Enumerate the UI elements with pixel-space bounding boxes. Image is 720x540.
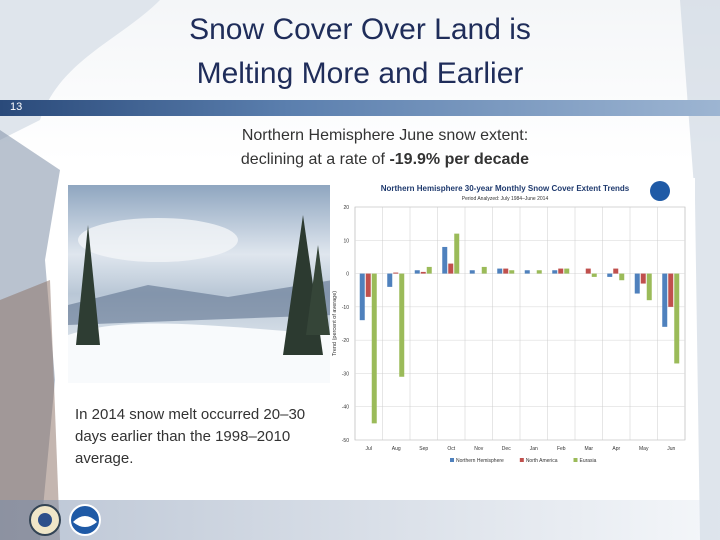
bar xyxy=(481,266,487,274)
bar xyxy=(524,270,530,274)
subtitle-emphasis: -19.9% per decade xyxy=(389,151,530,168)
bar xyxy=(359,273,365,321)
bar xyxy=(640,273,646,284)
subtitle: Northern Hemisphere June snow extent: de… xyxy=(160,124,610,172)
slide-number: 13 xyxy=(10,101,23,113)
x-tick-label: Sep xyxy=(419,446,428,452)
bar xyxy=(371,273,377,424)
bar xyxy=(387,273,393,287)
y-tick-label: -20 xyxy=(342,338,349,344)
legend-label: Northern Hemisphere xyxy=(456,458,504,464)
bar xyxy=(591,273,597,277)
bar xyxy=(393,272,399,274)
bar xyxy=(585,268,591,274)
x-tick-label: Oct xyxy=(447,446,455,452)
y-tick-label: -50 xyxy=(342,438,349,444)
bar xyxy=(646,273,652,301)
x-tick-label: Jun xyxy=(667,446,675,452)
x-tick-label: Feb xyxy=(557,446,566,452)
bar xyxy=(536,270,542,274)
bar xyxy=(662,273,668,327)
x-tick-label: Jul xyxy=(366,446,372,452)
subtitle-line: Northern Hemisphere June snow extent: xyxy=(241,127,529,144)
bar xyxy=(448,263,454,274)
x-tick-label: Dec xyxy=(502,446,511,452)
y-tick-label: -40 xyxy=(342,405,349,411)
snow-photo xyxy=(68,185,333,383)
legend-label: Eurasia xyxy=(580,458,597,464)
chart: Northern Hemisphere 30-year Monthly Snow… xyxy=(330,178,695,478)
noaa-logo xyxy=(650,181,670,201)
y-tick-label: -10 xyxy=(342,305,349,311)
header-band xyxy=(0,100,720,116)
bar xyxy=(607,273,613,277)
legend-swatch xyxy=(519,458,524,462)
bar xyxy=(503,268,509,274)
legend-label: North America xyxy=(526,458,558,464)
chart-subtitle: Period Analyzed: July 1984–June 2014 xyxy=(462,196,549,202)
x-tick-label: Jan xyxy=(530,446,538,452)
bar xyxy=(365,273,371,297)
bar xyxy=(564,268,570,274)
bar xyxy=(558,268,564,274)
chart-title: Northern Hemisphere 30-year Monthly Snow… xyxy=(381,184,630,193)
bar xyxy=(469,270,475,274)
footer xyxy=(0,500,720,540)
x-tick-label: May xyxy=(639,446,649,452)
y-tick-label: 0 xyxy=(346,272,349,278)
bar xyxy=(420,271,426,274)
bar xyxy=(674,273,680,364)
bar xyxy=(668,273,674,307)
chart-background xyxy=(330,178,695,478)
bar xyxy=(414,270,420,274)
bar xyxy=(442,246,448,274)
subtitle-text: declining at a rate of xyxy=(240,151,390,168)
x-tick-label: Mar xyxy=(584,446,593,452)
legend-swatch xyxy=(450,458,454,462)
x-tick-label: Aug xyxy=(392,446,401,452)
bar xyxy=(552,270,558,274)
y-axis-label: Trend (percent of average) xyxy=(332,291,338,356)
bar xyxy=(613,268,619,274)
bar xyxy=(509,270,515,274)
bar xyxy=(426,266,432,274)
logos xyxy=(29,504,101,536)
bar xyxy=(634,273,640,294)
title-line: Melting More and Earlier xyxy=(196,57,524,90)
bar xyxy=(454,233,460,274)
slide-title: Snow Cover Over Land is Melting More and… xyxy=(100,8,620,96)
bar xyxy=(497,268,503,274)
subtitle-line: declining at a rate of -19.9% per decade xyxy=(160,148,610,172)
caption: In 2014 snow melt occurred 20–30 days ea… xyxy=(75,406,306,467)
x-tick-label: Apr xyxy=(612,446,620,452)
title-line: Snow Cover Over Land is xyxy=(189,13,531,46)
bar xyxy=(619,273,625,281)
bar xyxy=(399,273,405,377)
y-tick-label: 20 xyxy=(343,205,349,211)
legend-swatch xyxy=(573,458,578,462)
y-tick-label: 10 xyxy=(343,238,349,244)
y-tick-label: -30 xyxy=(342,371,349,377)
x-tick-label: Nov xyxy=(474,446,483,452)
